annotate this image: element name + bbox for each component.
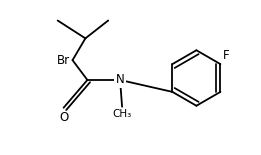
Text: O: O [59,111,68,124]
Text: CH₃: CH₃ [112,109,132,119]
Text: F: F [222,49,229,62]
Text: Br: Br [56,54,69,67]
Text: N: N [116,73,124,86]
